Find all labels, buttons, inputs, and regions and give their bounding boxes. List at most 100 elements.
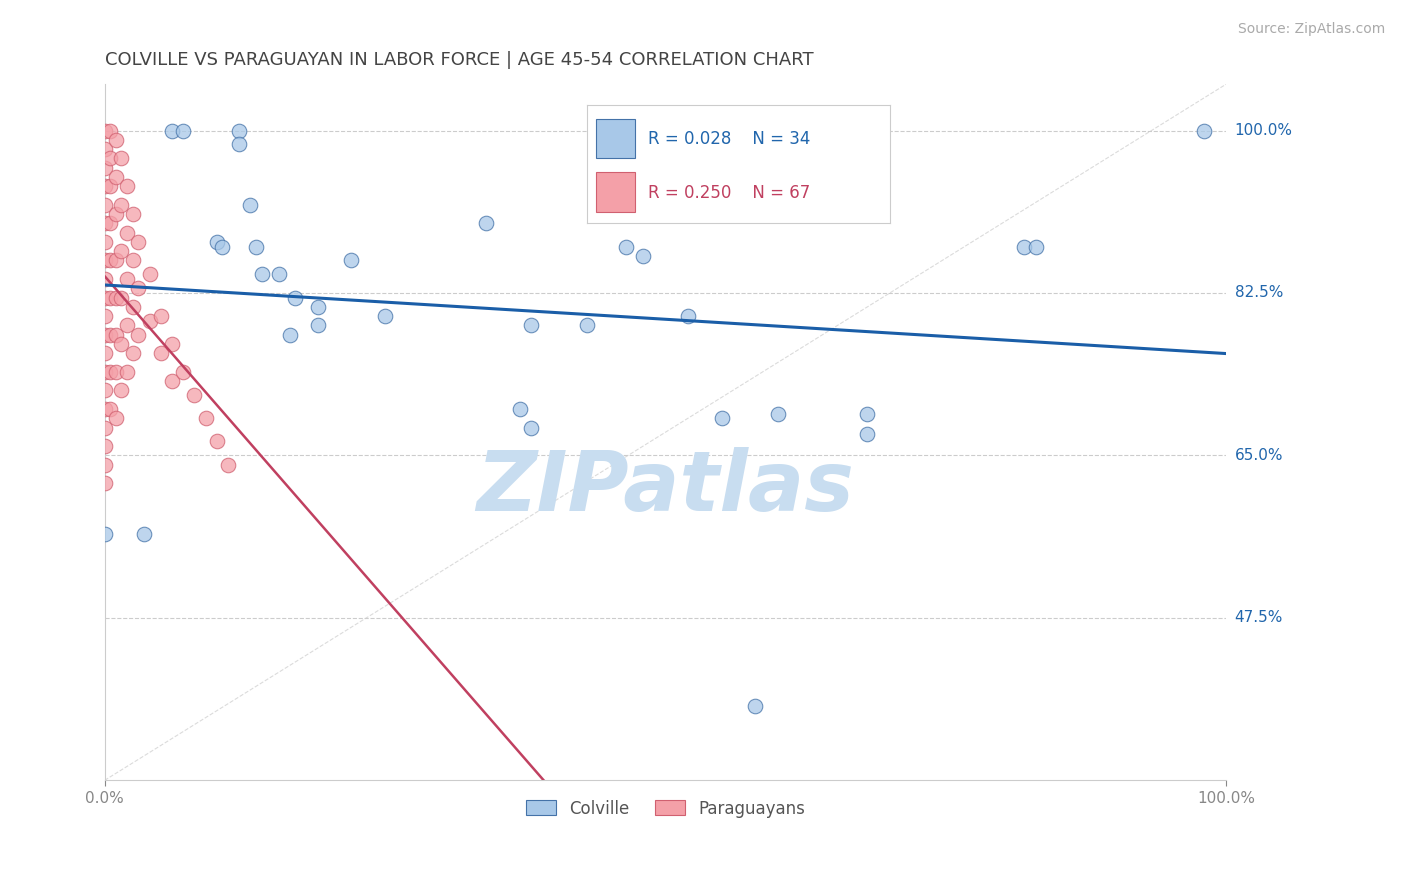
Text: Source: ZipAtlas.com: Source: ZipAtlas.com <box>1237 22 1385 37</box>
Point <box>104 327 127 342</box>
Point <box>475 216 498 230</box>
Point <box>245 239 267 253</box>
Point <box>340 253 363 268</box>
Point <box>172 365 194 379</box>
Text: COLVILLE VS PARAGUAYAN IN LABOR FORCE | AGE 45-54 CORRELATION CHART: COLVILLE VS PARAGUAYAN IN LABOR FORCE | … <box>104 51 813 69</box>
Point <box>127 235 149 249</box>
Point <box>93 384 115 398</box>
Point <box>115 272 138 286</box>
Point <box>110 152 132 166</box>
Point <box>110 291 132 305</box>
Text: 100.0%: 100.0% <box>1234 123 1292 138</box>
Text: ZIPatlas: ZIPatlas <box>477 448 855 528</box>
Point <box>676 309 699 323</box>
Text: 82.5%: 82.5% <box>1234 285 1282 301</box>
Point <box>205 434 228 449</box>
Point <box>93 527 115 541</box>
Point <box>520 318 543 333</box>
Point <box>614 239 637 253</box>
Text: 47.5%: 47.5% <box>1234 610 1282 625</box>
Point <box>93 253 115 268</box>
Point <box>307 318 329 333</box>
Point <box>228 137 250 152</box>
Point <box>93 123 115 137</box>
Point <box>267 268 290 282</box>
Point <box>104 169 127 184</box>
Point <box>138 268 160 282</box>
Point <box>710 411 733 425</box>
Point <box>104 207 127 221</box>
Point <box>110 384 132 398</box>
Point <box>160 337 183 351</box>
Point <box>217 458 239 472</box>
Point <box>98 179 121 194</box>
Point <box>115 365 138 379</box>
Point <box>194 411 217 425</box>
Point <box>93 458 115 472</box>
Point <box>856 427 879 442</box>
Point <box>520 420 543 434</box>
Point <box>104 133 127 147</box>
Point <box>121 253 143 268</box>
Point <box>1014 239 1036 253</box>
Point <box>132 527 155 541</box>
Point <box>98 365 121 379</box>
Point <box>205 235 228 249</box>
Point <box>138 314 160 328</box>
Point <box>98 327 121 342</box>
Point <box>93 346 115 360</box>
Point <box>93 235 115 249</box>
Point <box>110 337 132 351</box>
Point <box>110 244 132 259</box>
Point <box>104 291 127 305</box>
Point <box>307 300 329 314</box>
Point <box>856 407 879 421</box>
Point <box>149 346 172 360</box>
Point <box>183 388 205 402</box>
Point <box>104 411 127 425</box>
Point <box>93 327 115 342</box>
Point <box>93 142 115 156</box>
Point <box>278 327 301 342</box>
Point <box>93 272 115 286</box>
Point <box>93 198 115 212</box>
Legend: Colville, Paraguayans: Colville, Paraguayans <box>519 793 811 824</box>
Point <box>1192 123 1215 137</box>
Point <box>160 123 183 137</box>
Point <box>121 207 143 221</box>
Point <box>104 365 127 379</box>
Point <box>149 309 172 323</box>
Point <box>121 346 143 360</box>
Point <box>509 402 531 417</box>
Point <box>766 407 789 421</box>
Point <box>98 152 121 166</box>
Point <box>172 123 194 137</box>
Point <box>374 309 396 323</box>
Point <box>98 123 121 137</box>
Point <box>127 327 149 342</box>
Point <box>98 253 121 268</box>
Point <box>121 300 143 314</box>
Point <box>250 268 273 282</box>
Point <box>98 291 121 305</box>
Point <box>284 291 307 305</box>
Point <box>93 420 115 434</box>
Point <box>115 226 138 240</box>
Point <box>239 198 262 212</box>
Point <box>228 123 250 137</box>
Point <box>127 281 149 295</box>
Point <box>93 476 115 491</box>
Text: 65.0%: 65.0% <box>1234 448 1284 463</box>
Point <box>98 216 121 230</box>
Point <box>115 318 138 333</box>
Point <box>1025 239 1047 253</box>
Point <box>93 402 115 417</box>
Point <box>115 179 138 194</box>
Point <box>93 309 115 323</box>
Point <box>93 365 115 379</box>
Point <box>93 439 115 453</box>
Point <box>93 216 115 230</box>
Point <box>160 374 183 388</box>
Point <box>98 402 121 417</box>
Point <box>93 179 115 194</box>
